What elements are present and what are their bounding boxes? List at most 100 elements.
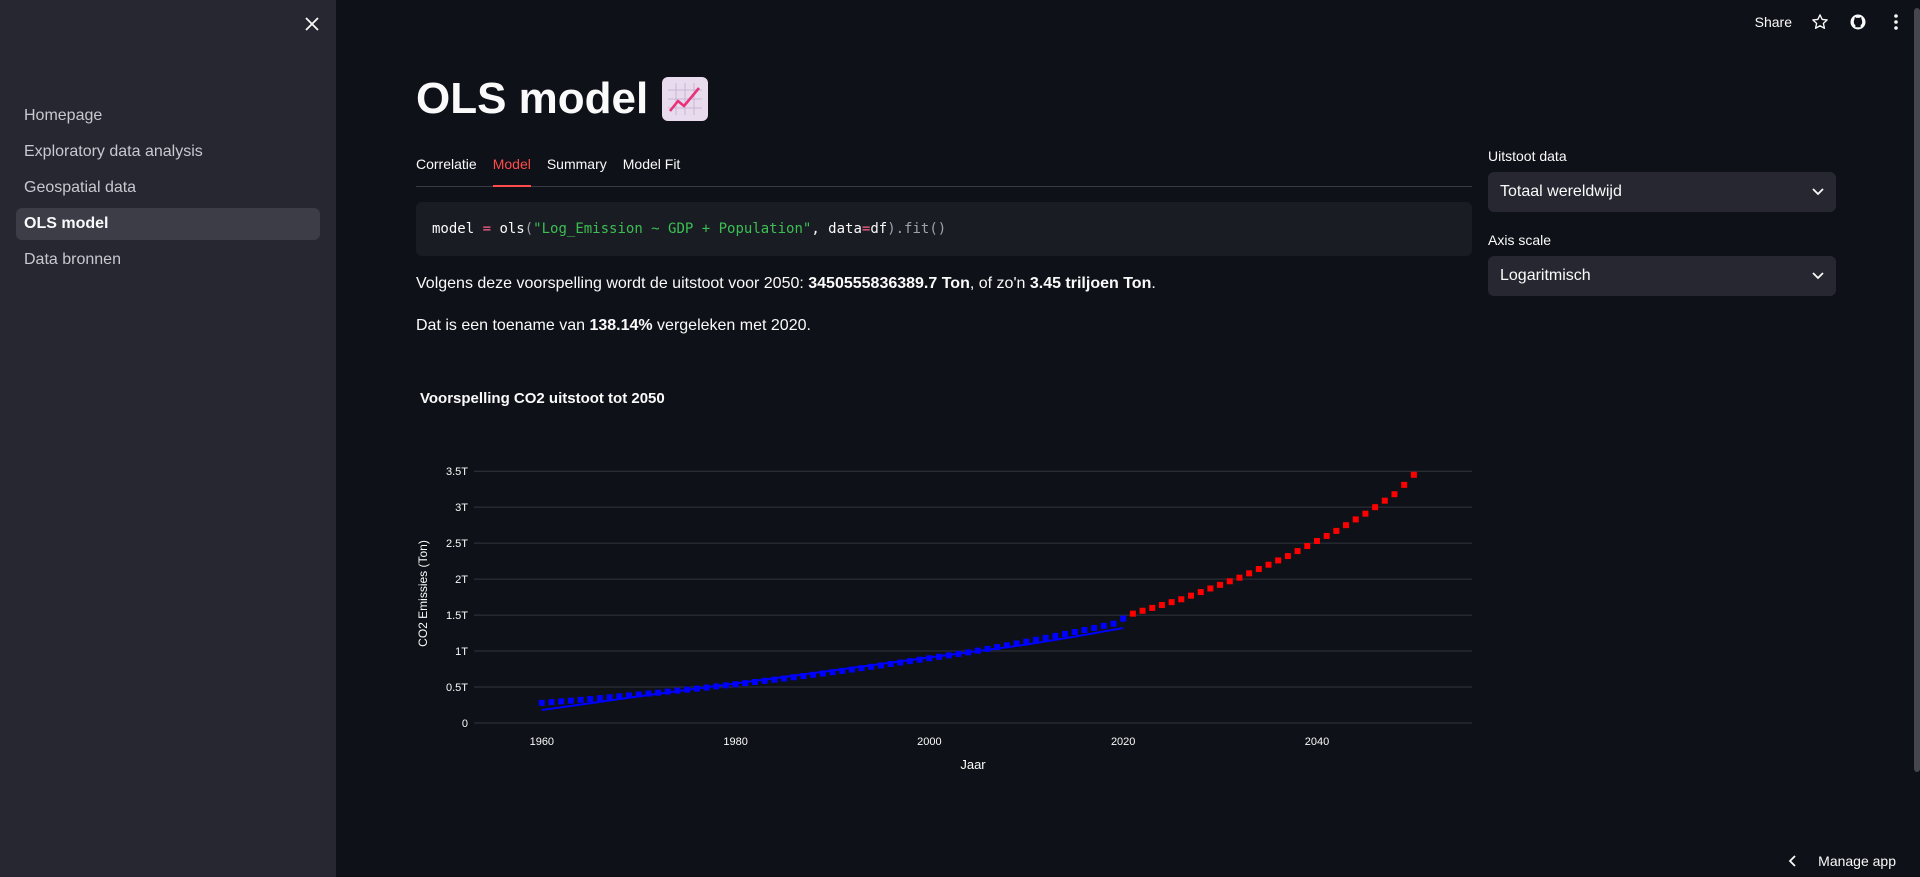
data-point <box>1158 602 1165 609</box>
x-tick-label: 2000 <box>917 736 941 748</box>
data-point <box>897 659 904 666</box>
forecast-value: 3450555836389.7 Ton <box>808 275 970 292</box>
x-axis-label: Jaar <box>960 757 986 772</box>
close-icon <box>305 17 319 31</box>
data-point <box>1188 592 1195 599</box>
y-tick-label: 2.5T <box>446 538 468 550</box>
code-token: ).fit() <box>887 221 947 237</box>
forecast-chart[interactable]: 0 0.5T 1T 1.5T 2T 2.5T 3T 3.5T 1960 1980 2000 2020 2… <box>416 440 1472 780</box>
sidebar-item-geospatial-data[interactable]: Geospatial data <box>24 179 137 196</box>
data-point <box>606 694 613 701</box>
data-point <box>1023 638 1030 645</box>
tab-bar: Correlatie Model Summary Model Fit <box>416 152 1472 187</box>
data-point <box>548 699 555 706</box>
sidebar: Homepage Exploratory data analysis Geosp… <box>0 0 336 877</box>
chart-increasing-icon <box>662 77 709 121</box>
data-point <box>1197 589 1204 596</box>
page-title: OLS model <box>416 74 709 124</box>
tab-model-fit[interactable]: Model Fit <box>622 156 681 172</box>
data-point <box>577 696 584 703</box>
data-point <box>645 690 652 697</box>
star-button[interactable] <box>1810 12 1830 32</box>
forecast-short-value: 3.45 triljoen Ton <box>1029 275 1152 292</box>
emission-data-value: Totaal wereldwijd <box>1500 183 1622 200</box>
x-tick-label: 1960 <box>530 736 554 748</box>
data-point <box>1333 527 1340 534</box>
data-point <box>1226 578 1233 585</box>
page-scrollbar[interactable] <box>1914 8 1920 772</box>
manage-app-button[interactable]: Manage app <box>1788 853 1896 869</box>
data-point <box>1207 585 1214 592</box>
tab-summary[interactable]: Summary <box>546 156 607 172</box>
data-point <box>751 678 758 685</box>
sidebar-item-ols-model[interactable]: OLS model <box>16 208 320 240</box>
data-point <box>558 698 565 705</box>
data-point <box>819 670 826 677</box>
code-token: = <box>482 221 492 237</box>
data-point <box>810 671 817 678</box>
code-token: "Log_Emission ~ GDP + Population" <box>533 221 812 237</box>
emission-data-label: Uitstoot data <box>1488 148 1567 164</box>
data-point <box>1149 604 1156 611</box>
axis-scale-select[interactable]: Logaritmisch <box>1488 256 1836 296</box>
data-point <box>587 695 594 702</box>
kebab-menu-icon <box>1894 14 1898 30</box>
manage-app-label: Manage app <box>1818 853 1896 869</box>
data-point <box>538 699 545 706</box>
data-point <box>626 692 633 699</box>
axis-scale-value: Logaritmisch <box>1500 267 1591 284</box>
data-point <box>877 662 884 669</box>
forecast-paragraph: Volgens deze voorspelling wordt de uitst… <box>416 275 1156 293</box>
data-point <box>1352 516 1359 523</box>
data-point <box>800 673 807 680</box>
data-point <box>771 676 778 683</box>
data-point <box>1091 624 1098 631</box>
tab-model[interactable]: Model <box>492 152 531 187</box>
top-toolbar: Share <box>1755 8 1906 36</box>
github-button[interactable] <box>1848 12 1868 32</box>
code-token: , data <box>811 221 862 237</box>
y-tick-label: 3.5T <box>446 466 468 478</box>
data-point <box>1391 491 1398 498</box>
data-point <box>848 666 855 673</box>
x-tick-label: 2040 <box>1305 736 1329 748</box>
paragraph-text: vergeleken met 2020. <box>652 317 811 334</box>
share-button[interactable]: Share <box>1754 14 1792 30</box>
data-point <box>1343 522 1350 529</box>
data-point <box>596 695 603 702</box>
chevron-left-icon <box>1788 855 1796 867</box>
code-token: ( <box>524 221 534 237</box>
paragraph-text: , of zo'n <box>969 275 1030 292</box>
tab-correlatie[interactable]: Correlatie <box>416 156 477 172</box>
paragraph-text: . <box>1151 275 1156 292</box>
data-point <box>868 663 875 670</box>
github-icon <box>1850 14 1866 30</box>
data-point <box>1120 615 1127 622</box>
emission-data-select[interactable]: Totaal wereldwijd <box>1488 172 1836 212</box>
y-tick-label: 2T <box>455 574 468 586</box>
data-point <box>1372 504 1379 511</box>
sidebar-item-data-bronnen[interactable]: Data bronnen <box>24 251 121 268</box>
main-menu-button[interactable] <box>1886 12 1906 32</box>
x-tick-label: 1980 <box>723 736 747 748</box>
sidebar-item-exploratory-data-analysis[interactable]: Exploratory data analysis <box>24 143 203 160</box>
data-point <box>1255 566 1262 573</box>
chevron-down-icon <box>1812 272 1824 280</box>
code-token: = <box>861 221 871 237</box>
sidebar-item-homepage[interactable]: Homepage <box>24 107 103 124</box>
data-point <box>1362 510 1369 517</box>
data-point <box>1294 548 1301 555</box>
data-point <box>1236 574 1243 581</box>
y-tick-label: 1.5T <box>446 610 468 622</box>
code-token: df <box>870 221 888 237</box>
data-point <box>1265 561 1272 568</box>
data-point <box>655 689 662 696</box>
y-tick-label: 0 <box>462 718 468 730</box>
data-point <box>1129 610 1136 617</box>
data-point <box>994 644 1001 651</box>
data-point <box>1381 497 1388 504</box>
data-point <box>616 693 623 700</box>
close-sidebar-button[interactable] <box>300 12 324 36</box>
data-point <box>887 661 894 668</box>
data-point <box>1178 596 1185 603</box>
